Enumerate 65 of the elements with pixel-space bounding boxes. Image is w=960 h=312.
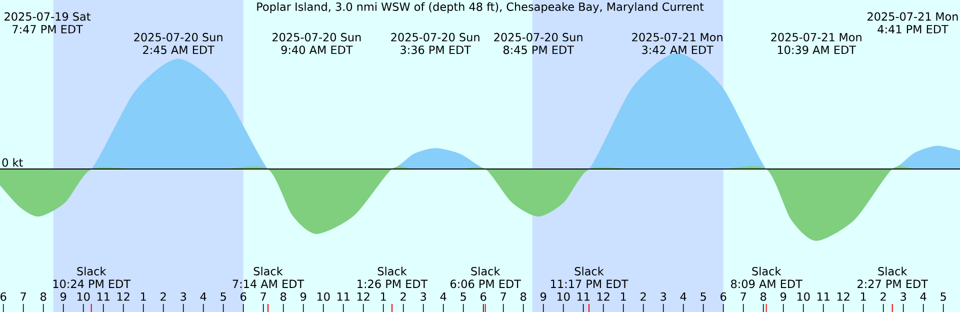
x-tick-label: 6 xyxy=(0,292,6,301)
x-tick-label: 8 xyxy=(40,292,46,301)
x-tick-label: 7 xyxy=(20,292,26,301)
x-tick-label: 8 xyxy=(280,292,286,301)
text: 2025-07-21 Mon 4:41 PM EDT xyxy=(868,12,958,34)
x-tick-label: 11 xyxy=(817,292,830,301)
x-tick-label: 8 xyxy=(520,292,526,301)
x-tick-label: 1 xyxy=(141,292,146,301)
x-tick-label: 10 xyxy=(317,292,330,301)
x-tick-label: 9 xyxy=(300,292,306,301)
x2-tick-label: 2025-07-21 Mon 10:39 AM EDT xyxy=(771,32,862,54)
text: 2025-07-19 Sat 7:47 PM EDT xyxy=(4,12,90,34)
x-tick-label: 3 xyxy=(660,292,666,301)
x-tick-label: 8 xyxy=(760,292,766,301)
x2-tick-label: 2025-07-20 Sun 9:40 AM EDT xyxy=(272,32,361,54)
x-tick-label: 12 xyxy=(837,292,850,301)
ref-line-label: Slack 11:17 PM EDT xyxy=(551,266,628,288)
x-tick-label: 11 xyxy=(577,292,590,301)
x-tick-label: 7 xyxy=(500,292,506,301)
x-tick-label: 2 xyxy=(400,292,406,301)
x-tick-label: 1 xyxy=(861,292,866,301)
x-tick-label: 5 xyxy=(220,292,226,301)
x-tick-label: 4 xyxy=(440,292,446,301)
x-tick-label: 12 xyxy=(117,292,130,301)
x2-tick-label: 2025-07-21 Mon 3:42 AM EDT xyxy=(632,32,722,54)
x-tick-label: 2 xyxy=(160,292,166,301)
x-tick-label: 1 xyxy=(381,292,386,301)
ref-line-label: Slack 10:24 PM EDT xyxy=(53,266,131,288)
chart-title: Poplar Island, 3.0 nmi WSW of (depth 48 ft), Chesapeake Bay, Maryland Current xyxy=(257,2,704,14)
x-tick-label: 7 xyxy=(260,292,266,301)
x-tick-label: 6 xyxy=(240,292,246,301)
x-tick-label: 3 xyxy=(900,292,906,301)
x-tick-label: 3 xyxy=(420,292,426,301)
x-tick-label: 2 xyxy=(880,292,886,301)
x-tick-label: 9 xyxy=(540,292,546,301)
x-tick-label: 9 xyxy=(780,292,786,301)
x-tick-label: 12 xyxy=(597,292,610,301)
x-tick-label: 10 xyxy=(797,292,810,301)
x-tick-label: 4 xyxy=(680,292,686,301)
x-tick-label: 7 xyxy=(740,292,746,301)
x-tick-label: 11 xyxy=(337,292,350,301)
x-tick-label: 11 xyxy=(97,292,110,301)
x-tick-label: 6 xyxy=(720,292,726,301)
x-tick-label: 5 xyxy=(460,292,466,301)
x-tick-label: 2 xyxy=(640,292,646,301)
x-tick-label: 6 xyxy=(480,292,486,301)
x-tick-label: 4 xyxy=(200,292,206,301)
x-tick-label: 10 xyxy=(557,292,570,301)
x-tick-label: 5 xyxy=(940,292,946,301)
ref-line-label: 0 kt xyxy=(2,158,23,167)
ref-line-label: Slack 7:14 AM EDT xyxy=(232,266,304,288)
x2-tick-label: 2025-07-20 Sun 8:45 PM EDT xyxy=(494,32,582,54)
x2-tick-label: 2025-07-20 Sun 2:45 AM EDT xyxy=(134,32,222,54)
x-tick-label: 10 xyxy=(77,292,90,301)
ref-line-label: Slack 8:09 AM EDT xyxy=(731,266,802,288)
ref-line-label: Slack 6:06 PM EDT xyxy=(450,266,521,288)
ref-line-label: Slack 1:26 PM EDT xyxy=(358,266,428,288)
x-tick-label: 5 xyxy=(700,292,706,301)
x2-tick-label: 2025-07-20 Sun 3:36 PM EDT xyxy=(391,32,480,54)
ref-line-label: Slack 2:27 PM EDT xyxy=(858,266,928,288)
x-tick-label: 4 xyxy=(920,292,926,301)
x-tick-label: 3 xyxy=(180,292,186,301)
x-tick-label: 12 xyxy=(357,292,370,301)
x-tick-label: 9 xyxy=(60,292,66,301)
x-tick-label: 1 xyxy=(621,292,626,301)
